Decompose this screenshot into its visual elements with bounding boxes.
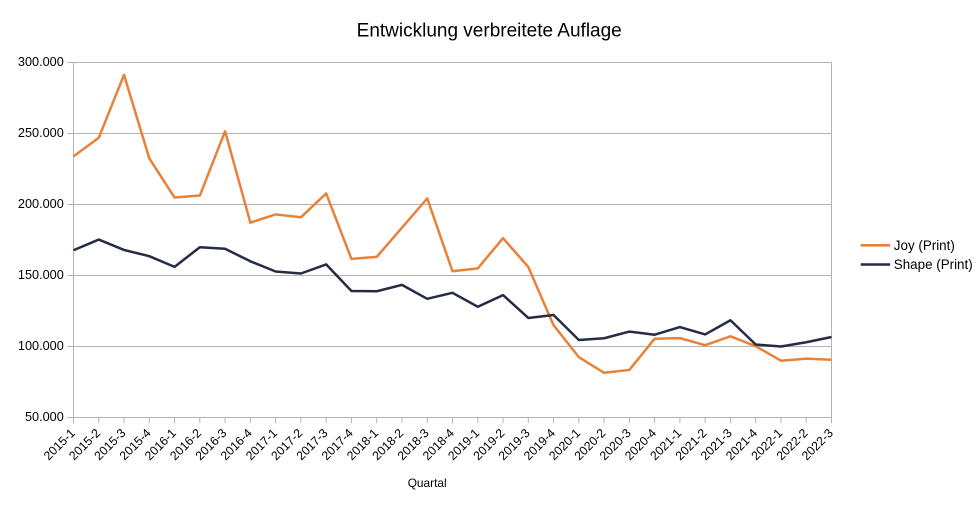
svg-text:300.000: 300.000 [18, 55, 64, 69]
svg-text:250.000: 250.000 [18, 126, 64, 140]
svg-text:Shape (Print): Shape (Print) [894, 257, 973, 272]
svg-text:Joy (Print): Joy (Print) [894, 238, 955, 253]
svg-text:150.000: 150.000 [18, 268, 64, 282]
svg-text:Entwicklung verbreitete Auflag: Entwicklung verbreitete Auflage [357, 20, 622, 41]
svg-text:50.000: 50.000 [25, 410, 64, 424]
svg-text:Quartal: Quartal [408, 476, 447, 490]
svg-text:200.000: 200.000 [18, 197, 64, 211]
svg-text:100.000: 100.000 [18, 339, 64, 353]
